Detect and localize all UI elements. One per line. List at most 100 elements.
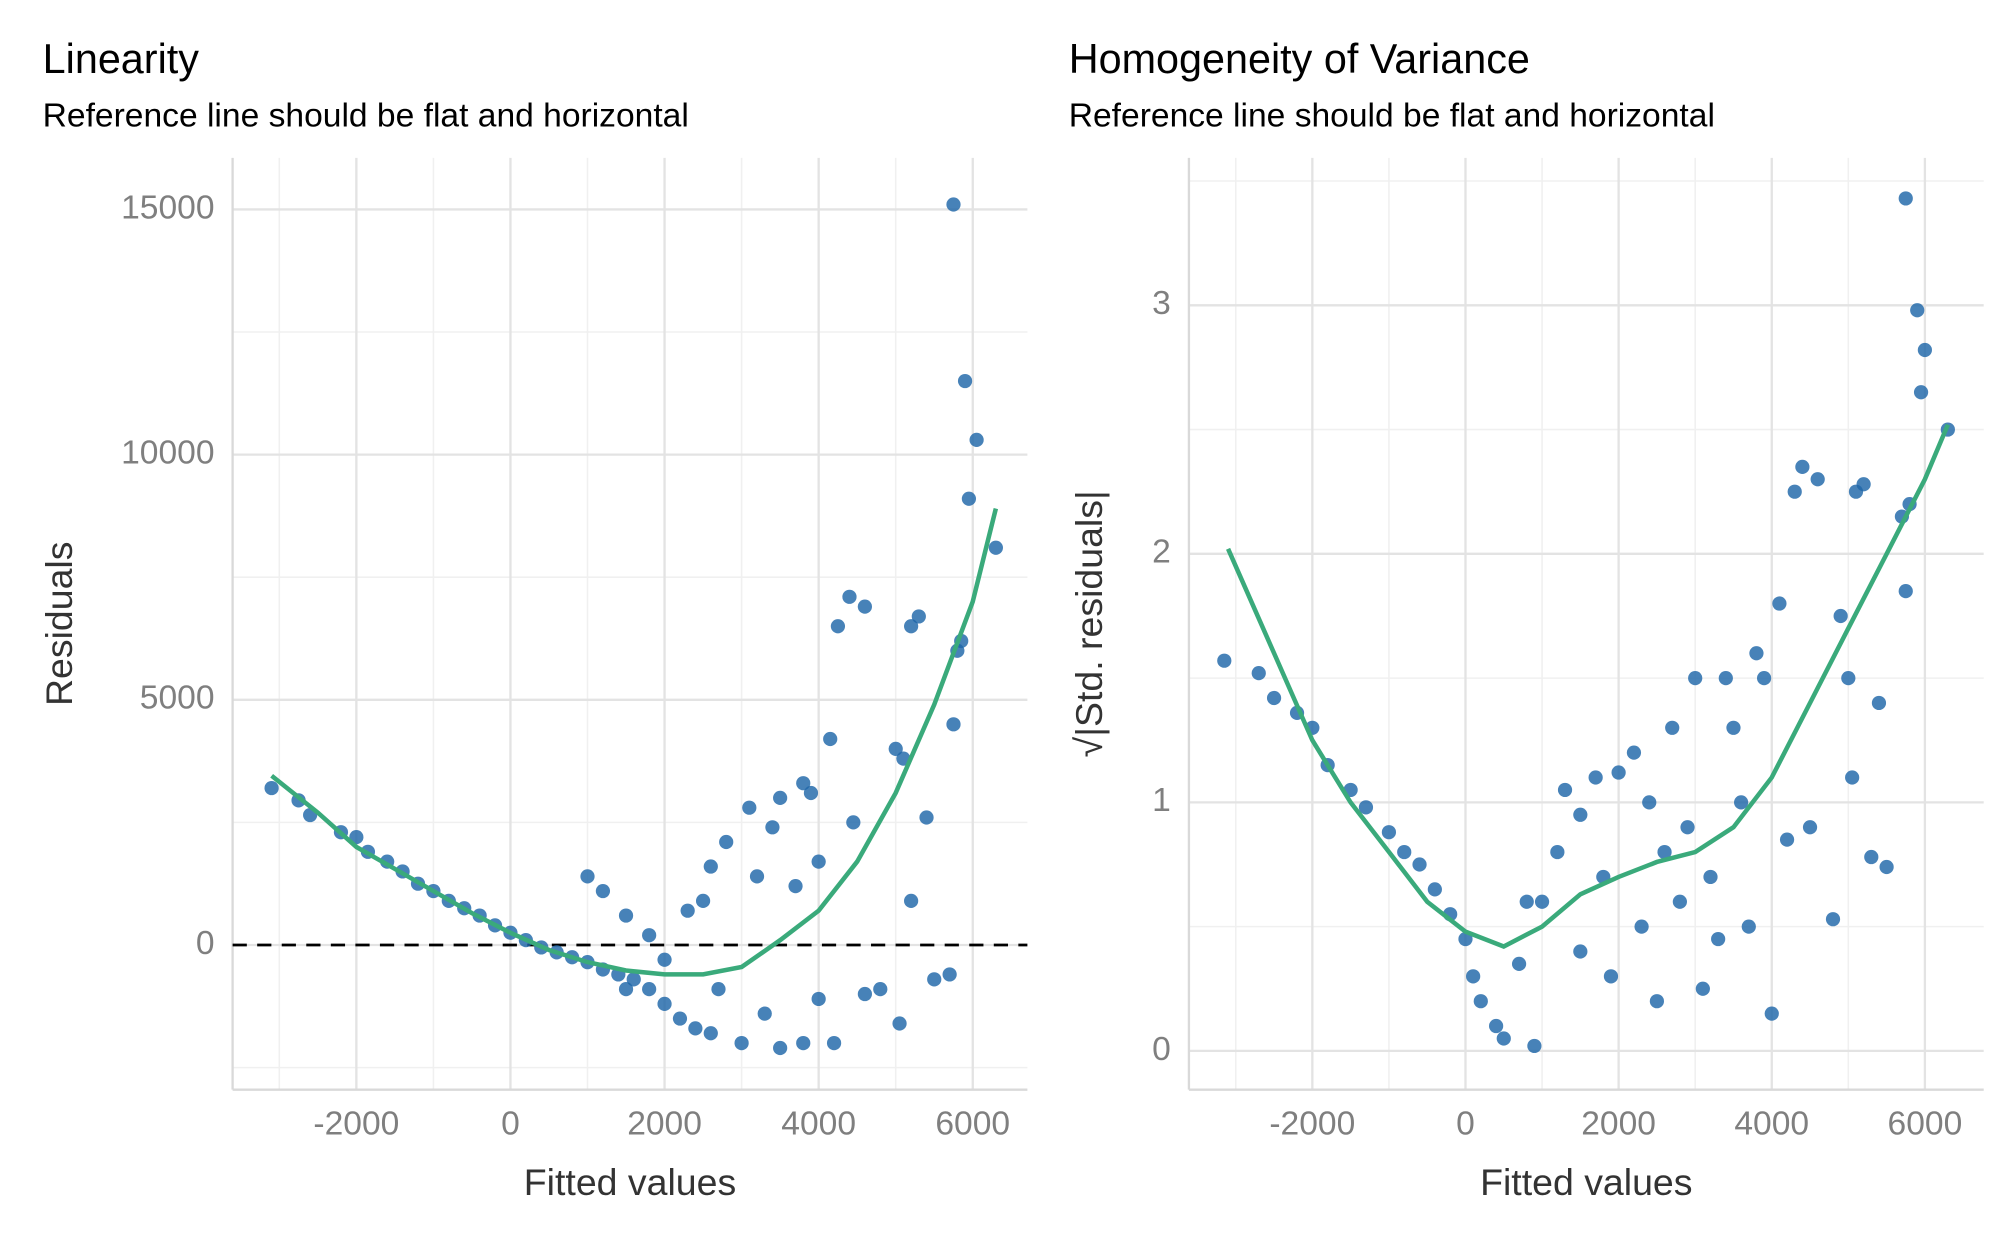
point <box>680 903 695 918</box>
y-tick-label: 2 <box>1152 534 1171 571</box>
point <box>1917 342 1932 358</box>
point <box>773 1040 788 1056</box>
point <box>826 1035 842 1051</box>
point <box>1802 820 1818 835</box>
point <box>1845 770 1860 785</box>
point <box>1734 795 1749 810</box>
point <box>1764 1006 1779 1021</box>
point <box>1588 770 1603 785</box>
y-tick-label: 1 <box>1152 782 1171 819</box>
point <box>1573 807 1588 822</box>
x-tick-label: 0 <box>501 1106 520 1143</box>
point <box>1833 608 1848 624</box>
x-tick-label: -2000 <box>313 1106 399 1143</box>
point <box>1695 981 1710 996</box>
chart-title: Homogeneity of Variance <box>1069 36 1530 82</box>
point <box>811 991 826 1007</box>
y-tick-label: 15000 <box>121 189 214 226</box>
point <box>1427 882 1442 897</box>
x-tick-label: 2000 <box>1581 1106 1656 1143</box>
x-tick-label: 4000 <box>781 1106 856 1143</box>
point <box>796 1035 811 1051</box>
point <box>803 785 819 801</box>
point <box>1626 745 1642 760</box>
point <box>657 996 672 1011</box>
point <box>1466 969 1481 984</box>
point <box>1672 894 1687 909</box>
point <box>1841 670 1856 686</box>
point <box>1910 303 1925 318</box>
point <box>857 599 872 614</box>
point <box>904 619 919 634</box>
point <box>788 879 803 894</box>
point <box>711 982 726 997</box>
point <box>1772 596 1787 611</box>
y-axis-label: √|Std. residuals| <box>1068 490 1110 757</box>
point <box>873 982 888 997</box>
x-tick-label: 6000 <box>935 1106 1010 1143</box>
point <box>830 619 846 634</box>
point <box>1718 670 1733 686</box>
point <box>349 830 364 845</box>
y-axis-label: Residuals <box>38 542 80 707</box>
x-axis-label: Fitted values <box>1480 1161 1692 1203</box>
point <box>1856 477 1871 492</box>
point <box>888 741 903 756</box>
point <box>1779 832 1795 847</box>
point <box>1665 720 1680 735</box>
point <box>1688 670 1703 686</box>
point <box>946 197 961 212</box>
point <box>703 1026 718 1041</box>
point <box>703 859 718 874</box>
point <box>618 908 634 923</box>
point <box>1611 765 1626 780</box>
point <box>1756 670 1772 686</box>
point <box>846 815 861 830</box>
point <box>749 869 765 884</box>
point <box>1550 844 1565 860</box>
point <box>1657 844 1672 860</box>
point <box>626 972 641 987</box>
point <box>618 982 634 997</box>
point <box>957 373 973 389</box>
x-tick-label: 2000 <box>627 1106 702 1143</box>
point <box>1358 800 1374 815</box>
point <box>1412 857 1427 872</box>
point <box>1603 969 1619 984</box>
point <box>988 540 1003 555</box>
point <box>1381 825 1397 840</box>
point <box>1634 919 1649 934</box>
point <box>1913 385 1929 400</box>
point <box>742 800 757 815</box>
point <box>580 869 595 884</box>
point <box>927 972 942 987</box>
point <box>1217 653 1232 668</box>
point <box>642 982 657 997</box>
point <box>969 432 984 448</box>
point <box>1825 912 1841 927</box>
point <box>1703 869 1718 885</box>
point <box>1898 584 1913 599</box>
point <box>765 820 780 835</box>
point <box>961 491 977 506</box>
point <box>1871 695 1887 711</box>
x-axis-label: Fitted values <box>524 1161 736 1203</box>
point <box>1473 994 1488 1009</box>
point <box>1898 191 1913 206</box>
x-tick-label: -2000 <box>1269 1106 1355 1143</box>
chart-subtitle: Reference line should be flat and horizo… <box>43 98 689 135</box>
point <box>1458 931 1473 947</box>
point <box>1864 849 1879 865</box>
point <box>1879 859 1894 875</box>
point <box>734 1035 749 1051</box>
point <box>1251 666 1266 681</box>
y-tick-label: 10000 <box>121 434 214 471</box>
point <box>1534 894 1550 909</box>
point <box>911 609 926 624</box>
point <box>1726 720 1741 735</box>
point <box>1642 795 1657 810</box>
point <box>942 967 957 982</box>
point <box>1711 931 1726 947</box>
point <box>796 776 811 791</box>
